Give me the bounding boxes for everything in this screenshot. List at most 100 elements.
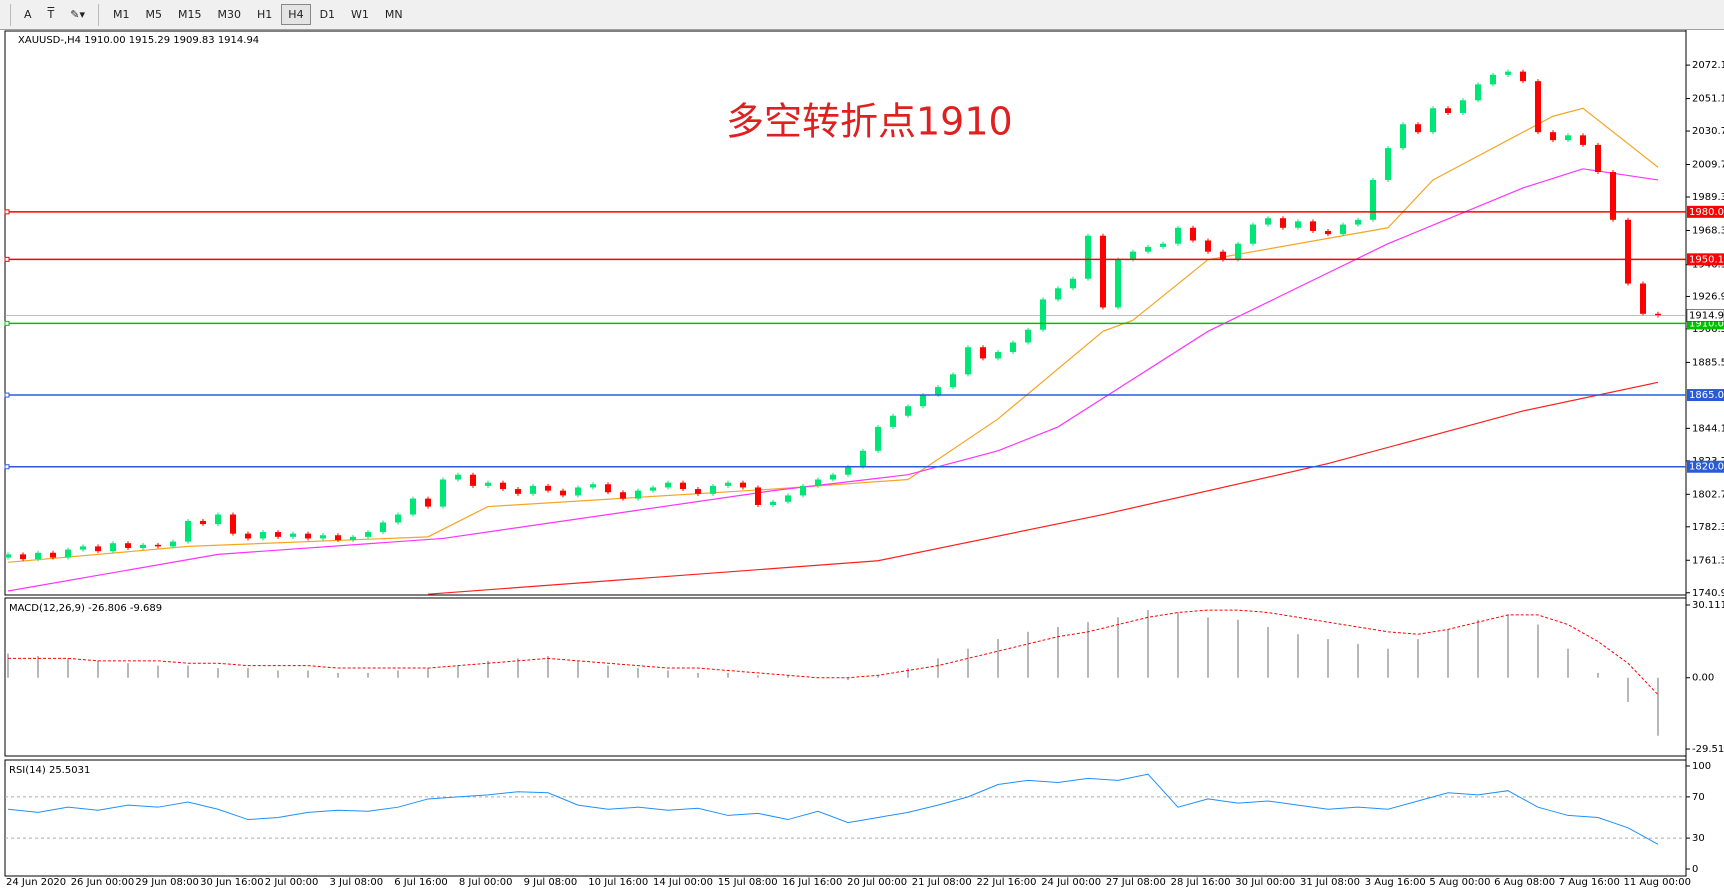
candle (965, 347, 971, 375)
candle (1025, 329, 1031, 343)
x-tick-label: 28 Jul 16:00 (1171, 877, 1231, 888)
macd-bar (1177, 612, 1179, 678)
candle (275, 532, 281, 537)
tool-button[interactable]: A (24, 8, 32, 21)
x-tick-label: 27 Jul 08:00 (1106, 877, 1166, 888)
candle (1055, 288, 1061, 300)
candle (80, 546, 86, 550)
macd-bar (1417, 639, 1419, 678)
candle (845, 466, 851, 475)
candle (905, 406, 911, 416)
timeframe-button[interactable]: D1 (319, 8, 336, 21)
macd-bar (247, 668, 249, 678)
candle (1565, 135, 1571, 141)
candle (125, 543, 131, 548)
candle (485, 482, 491, 486)
tool-button[interactable]: T (47, 8, 55, 21)
candle (1010, 342, 1016, 353)
level-label-bg (1687, 460, 1724, 473)
y-tick-label: 100 (1692, 761, 1711, 772)
candle (1235, 243, 1241, 260)
x-tick-label: 3 Jul 08:00 (330, 877, 384, 888)
candle (1475, 84, 1481, 101)
macd-bar (1507, 614, 1509, 678)
candle (65, 549, 71, 558)
macd-bar (367, 672, 369, 678)
candle (335, 535, 341, 541)
candle (1130, 251, 1136, 260)
candle (620, 492, 626, 499)
candle (1460, 100, 1466, 114)
candle (5, 554, 11, 558)
candle (590, 484, 596, 488)
timeframe-button[interactable]: MN (384, 8, 403, 21)
timeframe-button[interactable]: H1 (257, 8, 273, 21)
candle (785, 495, 791, 502)
x-tick-label: 30 Jul 00:00 (1235, 877, 1295, 888)
y-tick-label: 1926.90 (1692, 291, 1724, 302)
y-tick-label: 1761.30 (1692, 555, 1724, 566)
tool-button[interactable]: ✎▾ (70, 8, 86, 21)
x-tick-label: 3 Aug 16:00 (1365, 877, 1426, 888)
macd-bar (847, 677, 849, 681)
macd-bar (1537, 624, 1539, 678)
timeframe-button[interactable]: W1 (351, 8, 369, 21)
candle (1430, 108, 1436, 133)
macd-bar (967, 648, 969, 678)
candle (935, 387, 941, 396)
macd-bar (337, 672, 339, 678)
candle (605, 484, 611, 493)
y-tick-label: 1802.70 (1692, 489, 1724, 500)
timeframe-button[interactable]: M5 (145, 8, 163, 21)
macd-bar (187, 665, 189, 678)
macd-bar (67, 658, 69, 678)
macd-bar (7, 653, 9, 678)
macd-bar (787, 675, 789, 678)
x-tick-label: 20 Jul 00:00 (847, 877, 907, 888)
macd-signal (8, 609, 1659, 695)
macd-bar (487, 660, 489, 678)
timeframe-button[interactable]: M1 (113, 8, 130, 21)
macd-bar (1147, 610, 1149, 678)
macd-bar (217, 668, 219, 678)
candle (770, 501, 776, 505)
macd-bar (1447, 629, 1449, 678)
candle (140, 544, 146, 548)
macd-bar (1267, 626, 1269, 678)
candle (1205, 240, 1211, 252)
timeframe-button[interactable]: H4 (281, 4, 311, 25)
candle (1280, 218, 1286, 228)
y-tick-label: 1782.30 (1692, 522, 1724, 533)
x-tick-label: 11 Aug 00:00 (1624, 877, 1691, 888)
candle (1520, 71, 1526, 82)
candle (515, 489, 521, 494)
macd-bar (1117, 617, 1119, 678)
timeframe-button[interactable]: M15 (178, 8, 202, 21)
x-tick-label: 2 Jul 00:00 (265, 877, 319, 888)
macd-bar (397, 670, 399, 678)
candle (1100, 235, 1106, 308)
candle (1085, 235, 1091, 279)
timeframe-button[interactable]: M30 (217, 8, 242, 21)
macd-bar (607, 665, 609, 678)
timeframe-group: M1 M5 M15 M30 H1 H4 D1 W1 MN (105, 3, 411, 26)
current-price-bg (1686, 309, 1724, 322)
candle (1295, 221, 1301, 228)
y-tick-label: -29.516 (1692, 744, 1724, 755)
level-label: 1820.00 (1689, 462, 1724, 473)
level-label: 1865.00 (1689, 390, 1724, 401)
candle (1550, 132, 1556, 141)
y-tick-label: 2051.10 (1692, 94, 1724, 105)
candle (215, 514, 221, 525)
macd-bar (1567, 648, 1569, 678)
y-tick-label: 70 (1692, 792, 1705, 803)
candle (575, 487, 581, 496)
candle (20, 554, 26, 560)
macd-bar (1357, 643, 1359, 678)
candle (1400, 124, 1406, 149)
candle (950, 374, 956, 388)
macd-bar (97, 660, 99, 678)
candle (560, 490, 566, 496)
separator (98, 3, 100, 26)
candle (800, 485, 806, 496)
